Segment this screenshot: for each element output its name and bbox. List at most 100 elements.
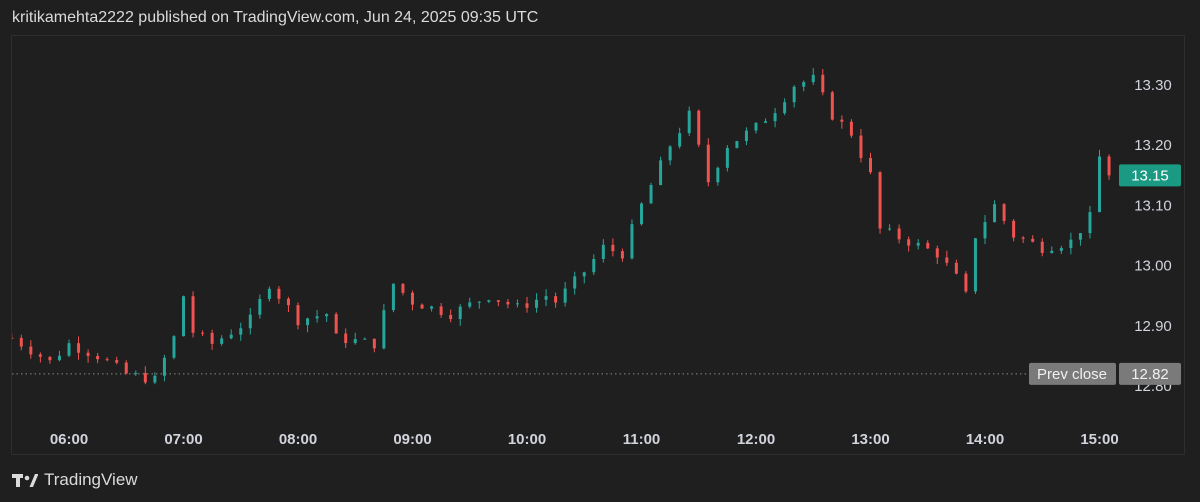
- candle-body: [716, 167, 720, 183]
- candle-body: [888, 228, 892, 230]
- candle-body: [783, 102, 787, 114]
- last-price-value: 13.15: [1131, 167, 1169, 184]
- candle-body: [315, 316, 319, 319]
- candle-body: [115, 360, 119, 363]
- candle-body: [525, 303, 529, 308]
- candle-body: [945, 257, 949, 263]
- candle-body: [96, 355, 100, 360]
- x-tick-label: 09:00: [393, 431, 431, 448]
- candle-body: [153, 375, 157, 383]
- candle-body: [201, 332, 205, 334]
- candle-body: [735, 141, 739, 148]
- prev-close-label-badge: [1029, 362, 1116, 385]
- candle-body: [420, 304, 424, 309]
- candle-body: [325, 314, 329, 317]
- candle-body: [725, 147, 729, 168]
- candle-body: [382, 310, 386, 349]
- candle-body: [697, 110, 701, 145]
- candle-body: [973, 238, 977, 292]
- candle-body: [601, 244, 605, 259]
- candle-body: [821, 74, 825, 93]
- candle-body: [1107, 156, 1111, 176]
- candle-body: [86, 352, 90, 356]
- x-tick-label: 14:00: [966, 431, 1004, 448]
- y-tick-label: 13.10: [1134, 197, 1172, 214]
- candle-body: [19, 337, 23, 347]
- candle-body: [878, 172, 882, 229]
- candle-body: [840, 119, 844, 122]
- candle-body: [191, 296, 195, 333]
- candle-body: [554, 296, 558, 303]
- candle-body: [993, 204, 997, 223]
- candle-body: [592, 258, 596, 273]
- y-tick-label: 13.20: [1134, 137, 1172, 154]
- candle-body: [611, 244, 615, 252]
- candle-body: [515, 303, 519, 305]
- candle-body: [1040, 241, 1044, 253]
- candle-body: [640, 203, 643, 225]
- candle-body: [754, 122, 758, 131]
- candle-body: [401, 283, 405, 293]
- candle-body: [172, 336, 176, 358]
- publisher-caption: kritikamehta2222 published on TradingVie…: [12, 9, 539, 26]
- candle-body: [869, 157, 872, 173]
- x-tick-label: 10:00: [508, 431, 546, 448]
- x-tick-label: 11:00: [623, 431, 661, 448]
- candle-body: [830, 92, 834, 120]
- x-tick-label: 07:00: [164, 431, 202, 448]
- candle-body: [1002, 204, 1006, 221]
- candle-body: [57, 355, 61, 361]
- candle-body: [430, 306, 434, 309]
- candle-body: [764, 121, 768, 123]
- candle-body: [143, 372, 147, 383]
- candle-body: [496, 300, 500, 302]
- candle-body: [372, 338, 376, 349]
- candle-body: [506, 301, 510, 305]
- candle-body: [468, 302, 472, 307]
- candle-body: [1050, 250, 1054, 253]
- x-tick-label: 08:00: [279, 431, 317, 448]
- candle-body: [306, 318, 310, 326]
- candle-body: [277, 288, 281, 299]
- tradingview-footer[interactable]: TradingView: [12, 469, 138, 491]
- candle-body: [162, 357, 166, 376]
- x-tick-label: 12:00: [737, 431, 775, 448]
- candle-body: [449, 314, 453, 320]
- candle-body: [12, 337, 14, 339]
- candle-body: [77, 343, 81, 353]
- candle-body: [334, 314, 338, 334]
- candle-body: [439, 306, 443, 315]
- candle-body: [907, 239, 911, 246]
- candle-body: [916, 242, 920, 246]
- candle-body: [48, 356, 52, 361]
- candle-body: [286, 298, 290, 306]
- candle-body: [267, 288, 271, 300]
- candle-body: [859, 135, 863, 158]
- candle-body: [1059, 247, 1063, 251]
- chart-frame[interactable]: 13.30 13.20 13.10 13.00 12.90 12.80 06:00 07:00…: [11, 35, 1185, 455]
- x-tick-label: 06:00: [50, 431, 88, 448]
- candle-body: [935, 248, 939, 258]
- candle-body: [649, 185, 653, 204]
- candle-body: [706, 144, 710, 183]
- prev-close-label: Prev close: [1037, 366, 1107, 383]
- candle-body: [678, 133, 682, 147]
- y-tick-label: 13.00: [1134, 258, 1172, 275]
- candle-body: [1098, 156, 1101, 213]
- candle-body: [744, 130, 748, 142]
- candle-body: [258, 299, 262, 315]
- candle-body: [363, 338, 367, 340]
- candle-body: [1012, 220, 1016, 238]
- candle-body: [582, 272, 586, 277]
- candle-body: [926, 242, 930, 249]
- candle-body: [1031, 238, 1035, 242]
- y-tick-label: 12.90: [1134, 318, 1172, 335]
- candle-body: [353, 339, 357, 344]
- candle-body: [897, 228, 901, 240]
- candle-body: [344, 333, 348, 344]
- candle-body: [411, 292, 414, 305]
- candle-body: [687, 110, 691, 134]
- candle-body: [563, 288, 567, 303]
- candle-body: [1088, 212, 1092, 234]
